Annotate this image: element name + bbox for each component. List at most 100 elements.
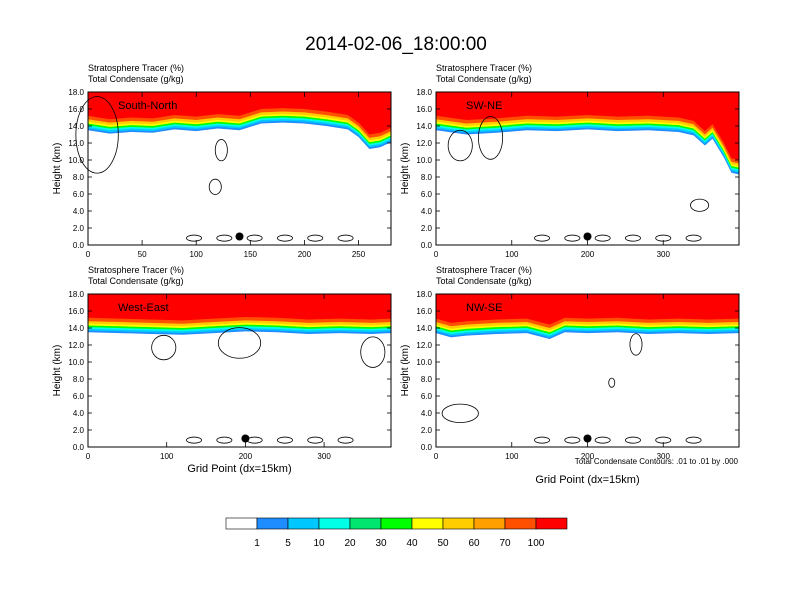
y-tick-label: 18.0 — [416, 290, 432, 299]
y-tick-label: 16.0 — [416, 307, 432, 316]
y-tick-label: 10.0 — [416, 358, 432, 367]
cloud-contour-low — [216, 436, 233, 444]
figure-title: 2014-02-06_18:00:00 — [305, 34, 487, 55]
tracer-field — [88, 294, 391, 335]
y-tick-label: 8.0 — [73, 375, 85, 384]
x-tick-label: 0 — [434, 452, 439, 461]
x-tick-label: 300 — [657, 452, 671, 461]
tracer-field — [436, 92, 739, 175]
tracer-band-top — [436, 294, 739, 323]
x-tick-label: 100 — [160, 452, 174, 461]
location-marker — [235, 232, 244, 241]
y-tick-label: 2.0 — [421, 426, 433, 435]
panel-title-line2: Total Condensate (g/kg) — [436, 276, 532, 286]
colorbar-swatch — [256, 517, 289, 530]
x-tick-label: 0 — [434, 250, 439, 259]
plot-frame — [87, 91, 392, 246]
x-tick-label: 300 — [657, 250, 671, 259]
panel-label: NW-SE — [466, 302, 502, 314]
y-axis-label: Height (km) — [52, 345, 63, 397]
x-tick-label: 100 — [505, 250, 519, 259]
y-tick-label: 4.0 — [421, 207, 433, 216]
cloud-contour — [447, 129, 473, 162]
colorbar-swatch — [442, 517, 475, 530]
cloud-contour-low — [685, 436, 702, 444]
cloud-contour-low — [276, 234, 293, 242]
y-tick-label: 8.0 — [421, 375, 433, 384]
y-tick-label: 16.0 — [68, 307, 84, 316]
x-tick-label: 200 — [581, 250, 595, 259]
colorbar-swatch — [349, 517, 382, 530]
chart-panel-1: South-North Stratosphere Tracer (%)Total … — [52, 63, 392, 259]
y-tick-label: 16.0 — [416, 105, 432, 114]
cloud-contour — [441, 403, 479, 423]
tracer-band-top — [436, 92, 739, 158]
panel-title-line2: Total Condensate (g/kg) — [88, 74, 184, 84]
x-tick-label: 100 — [505, 452, 519, 461]
colorbar-label: 100 — [528, 538, 545, 549]
x-tick-label: 100 — [190, 250, 204, 259]
colorbar-swatch — [473, 517, 506, 530]
colorbar-label: 40 — [406, 538, 418, 549]
colorbar-label: 70 — [499, 538, 511, 549]
cloud-contour-low — [186, 436, 203, 444]
panel-title-line2: Total Condensate (g/kg) — [88, 276, 184, 286]
colorbar-label: 5 — [285, 538, 291, 549]
y-tick-label: 14.0 — [68, 122, 84, 131]
chart-panel-4: NW-SE Stratosphere Tracer (%)Total Conden… — [400, 265, 740, 486]
cloud-contour-low — [307, 234, 324, 242]
x-tick-label: 0 — [86, 250, 91, 259]
colorbar-swatch — [287, 517, 320, 530]
y-tick-label: 10.0 — [68, 156, 84, 165]
cloud-contour — [75, 96, 119, 174]
y-tick-label: 18.0 — [68, 88, 84, 97]
y-tick-label: 14.0 — [416, 122, 432, 131]
panel-title-line1: Stratosphere Tracer (%) — [88, 63, 184, 73]
x-axis-label: Grid Point (dx=15km) — [535, 474, 639, 486]
y-tick-label: 10.0 — [68, 358, 84, 367]
colorbar-label: 1 — [254, 538, 260, 549]
y-tick-label: 4.0 — [73, 207, 85, 216]
y-tick-label: 6.0 — [73, 392, 85, 401]
cloud-contour-low — [685, 234, 702, 242]
cloud-contour-low — [186, 234, 203, 242]
y-axis-label: Height (km) — [400, 143, 411, 195]
y-tick-label: 12.0 — [416, 341, 432, 350]
x-tick-label: 0 — [86, 452, 91, 461]
y-tick-label: 12.0 — [416, 139, 432, 148]
panel-title-line1: Stratosphere Tracer (%) — [436, 265, 532, 275]
y-tick-label: 8.0 — [421, 173, 433, 182]
location-marker — [583, 232, 592, 241]
y-tick-label: 14.0 — [416, 324, 432, 333]
y-tick-label: 12.0 — [68, 341, 84, 350]
chart-panel-2: SW-NE Stratosphere Tracer (%)Total Conden… — [400, 63, 740, 259]
colorbar-swatch — [535, 517, 568, 530]
cloud-contour — [690, 198, 710, 212]
y-tick-label: 16.0 — [68, 105, 84, 114]
location-marker — [241, 434, 250, 443]
colorbar-swatch — [225, 517, 258, 530]
panel-title-line1: Stratosphere Tracer (%) — [88, 265, 184, 275]
cloud-contour-low — [307, 436, 324, 444]
cloud-contour-low — [564, 234, 581, 242]
x-tick-label: 50 — [138, 250, 147, 259]
panel-label: South-North — [118, 100, 177, 112]
plot-frame — [87, 293, 392, 448]
cloud-contour — [214, 139, 228, 162]
y-tick-label: 18.0 — [68, 290, 84, 299]
y-axis-label: Height (km) — [400, 345, 411, 397]
y-tick-label: 6.0 — [421, 190, 433, 199]
cloud-contour-low — [624, 234, 641, 242]
cloud-contour-low — [564, 436, 581, 444]
colorbar-label: 10 — [313, 538, 325, 549]
colorbar-label: 50 — [437, 538, 449, 549]
y-tick-label: 12.0 — [68, 139, 84, 148]
tracer-band-top — [88, 294, 391, 318]
cloud-contour-low — [624, 436, 641, 444]
y-tick-label: 18.0 — [416, 88, 432, 97]
x-axis-label: Grid Point (dx=15km) — [187, 463, 291, 475]
condensate-contours — [75, 96, 354, 242]
tracer-field — [436, 294, 739, 340]
y-tick-label: 14.0 — [68, 324, 84, 333]
